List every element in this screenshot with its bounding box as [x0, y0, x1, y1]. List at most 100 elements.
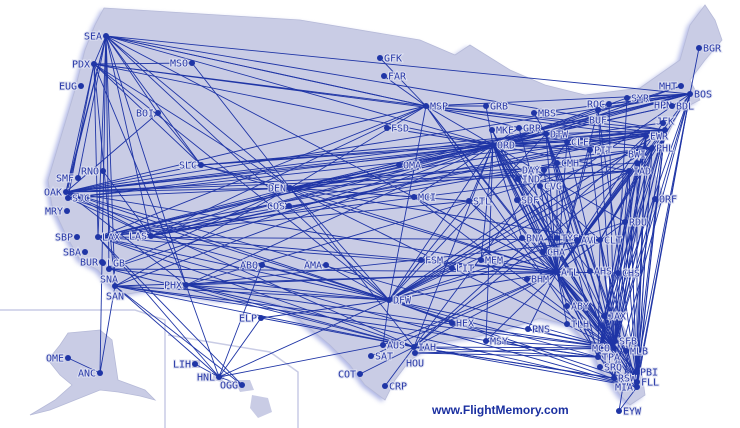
airport-dot[interactable]	[612, 338, 618, 344]
airport-oma[interactable]: OMA	[396, 160, 422, 173]
airport-ahs[interactable]: AHS	[587, 266, 613, 279]
airport-san[interactable]: SAN	[105, 283, 125, 304]
airport-dot[interactable]	[155, 110, 161, 116]
airport-abq[interactable]: ABQ	[239, 260, 265, 273]
airport-dot[interactable]	[382, 383, 388, 389]
airport-bhm[interactable]: BHM	[524, 274, 550, 287]
airport-fll[interactable]: FLL	[634, 377, 660, 390]
airport-fsm[interactable]: FSM	[418, 255, 444, 268]
airport-dot[interactable]	[97, 370, 103, 376]
airport-dot[interactable]	[183, 282, 189, 288]
airport-dot[interactable]	[616, 408, 622, 414]
airport-phx[interactable]: PHX	[163, 280, 189, 293]
airport-buf[interactable]: BUF	[588, 107, 608, 128]
airport-dot[interactable]	[554, 160, 560, 166]
airport-sbp[interactable]: SBP	[54, 232, 80, 245]
airport-dot[interactable]	[597, 237, 603, 243]
airport-dot[interactable]	[411, 194, 417, 200]
airport-smf[interactable]: SMF	[55, 173, 81, 186]
airport-tpa[interactable]: TPA	[595, 352, 621, 365]
airport-dot[interactable]	[449, 265, 455, 271]
airport-dot[interactable]	[466, 198, 472, 204]
airport-gfk[interactable]: GFK	[377, 53, 403, 66]
airport-dot[interactable]	[543, 131, 549, 137]
airport-lit[interactable]: LIT	[449, 263, 475, 276]
airport-lih[interactable]: LIH	[172, 359, 198, 372]
airport-phl[interactable]: PHL	[649, 143, 675, 156]
airport-dot[interactable]	[595, 354, 601, 360]
watermark[interactable]: www.FlightMemory.com	[432, 403, 569, 417]
airport-bgr[interactable]: BGR	[696, 43, 723, 56]
airport-dot[interactable]	[239, 382, 245, 388]
airport-dot[interactable]	[323, 262, 329, 268]
airport-dot[interactable]	[660, 120, 666, 126]
airport-sjc[interactable]: SJC	[65, 193, 91, 206]
airport-dot[interactable]	[489, 127, 495, 133]
airport-cle[interactable]: CLE	[564, 137, 590, 150]
airport-aby[interactable]: ABY	[564, 301, 590, 314]
airport-dot[interactable]	[524, 276, 530, 282]
airport-dot[interactable]	[515, 176, 521, 182]
airport-mry[interactable]: MRY	[44, 206, 70, 219]
airport-eug[interactable]: EUG	[58, 81, 84, 94]
airport-las[interactable]: LAS	[128, 231, 154, 244]
airport-dot[interactable]	[82, 249, 88, 255]
airport-dot[interactable]	[483, 338, 489, 344]
airport-dot[interactable]	[678, 83, 684, 89]
airport-dot[interactable]	[91, 61, 97, 67]
airport-iah[interactable]: IAH	[411, 342, 437, 355]
airport-dot[interactable]	[531, 110, 537, 116]
airport-dot[interactable]	[423, 103, 429, 109]
airport-ewr[interactable]: EWR	[643, 131, 670, 144]
airport-dot[interactable]	[669, 103, 675, 109]
airport-dot[interactable]	[554, 235, 560, 241]
airport-dot[interactable]	[622, 219, 628, 225]
airport-dot[interactable]	[652, 196, 658, 202]
airport-mbs[interactable]: MBS	[531, 108, 557, 121]
airport-dot[interactable]	[198, 162, 204, 168]
airport-dot[interactable]	[687, 91, 693, 97]
airport-dot[interactable]	[396, 162, 402, 168]
airport-lax[interactable]: LAX	[95, 232, 121, 245]
airport-dot[interactable]	[483, 103, 489, 109]
airport-dot[interactable]	[100, 168, 106, 174]
airport-dot[interactable]	[537, 183, 543, 189]
airport-dot[interactable]	[564, 321, 570, 327]
airport-dot[interactable]	[611, 345, 617, 351]
airport-dot[interactable]	[611, 375, 617, 381]
airport-dtw[interactable]: DTW	[543, 129, 570, 142]
airport-iad[interactable]: IAD	[626, 166, 652, 179]
airport-atl[interactable]: ATL	[554, 267, 580, 280]
airport-msy[interactable]: MSY	[483, 336, 509, 349]
airport-crp[interactable]: CRP	[382, 381, 408, 394]
airport-anc[interactable]: ANC	[77, 368, 103, 381]
airport-rdu[interactable]: RDU	[622, 217, 648, 230]
airport-dot[interactable]	[418, 257, 424, 263]
airport-dot[interactable]	[626, 168, 632, 174]
airport-dot[interactable]	[601, 313, 607, 319]
airport-mht[interactable]: MHT	[658, 81, 684, 94]
airport-dot[interactable]	[386, 297, 392, 303]
airport-dot[interactable]	[259, 262, 265, 268]
airport-ord[interactable]: ORD	[490, 140, 516, 153]
airport-dot[interactable]	[63, 189, 69, 195]
airport-bos[interactable]: BOS	[687, 89, 713, 102]
airport-dot[interactable]	[643, 133, 649, 139]
airport-dot[interactable]	[606, 101, 612, 107]
airport-hou[interactable]: HOU	[405, 350, 425, 371]
airport-dot[interactable]	[633, 369, 639, 375]
airport-stl[interactable]: STL	[466, 196, 492, 209]
airport-msp[interactable]: MSP	[423, 101, 449, 114]
airport-roc[interactable]: ROC	[586, 99, 612, 112]
airport-mem[interactable]: MEM	[478, 255, 504, 268]
airport-dot[interactable]	[216, 374, 222, 380]
airport-dot[interactable]	[662, 127, 668, 133]
airport-dot[interactable]	[564, 303, 570, 309]
airport-mco[interactable]: MCO	[591, 343, 617, 356]
airport-dfw[interactable]: DFW	[386, 295, 413, 308]
airport-cot[interactable]: COT	[337, 369, 363, 382]
airport-dot[interactable]	[384, 125, 390, 131]
airport-boi[interactable]: BOI	[135, 108, 161, 121]
airport-dot[interactable]	[74, 234, 80, 240]
airport-grr[interactable]: GRR	[516, 123, 543, 136]
